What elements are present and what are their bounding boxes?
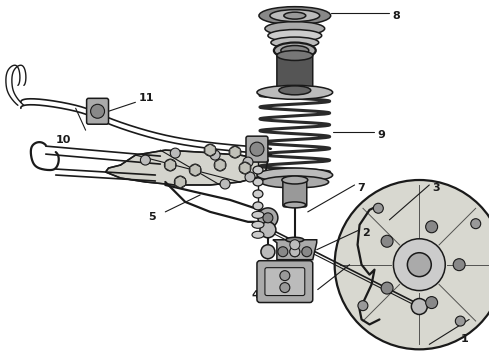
Circle shape — [164, 159, 176, 171]
Ellipse shape — [268, 30, 322, 41]
Circle shape — [260, 222, 276, 238]
Circle shape — [381, 282, 393, 294]
FancyBboxPatch shape — [246, 136, 268, 162]
Text: 7: 7 — [358, 183, 366, 193]
Polygon shape — [273, 240, 317, 260]
Circle shape — [174, 176, 186, 188]
Circle shape — [214, 159, 226, 171]
Circle shape — [453, 259, 465, 271]
Circle shape — [412, 298, 427, 315]
Circle shape — [407, 253, 431, 276]
Text: 2: 2 — [363, 228, 370, 238]
Circle shape — [373, 203, 383, 213]
Ellipse shape — [257, 168, 333, 182]
Ellipse shape — [253, 178, 263, 186]
Circle shape — [243, 157, 253, 167]
Circle shape — [210, 150, 220, 160]
Ellipse shape — [253, 190, 263, 198]
Circle shape — [245, 172, 255, 182]
Ellipse shape — [284, 12, 306, 19]
Text: 4: 4 — [252, 289, 260, 300]
Circle shape — [426, 221, 438, 233]
Circle shape — [280, 271, 290, 280]
Ellipse shape — [252, 211, 264, 219]
Ellipse shape — [252, 231, 264, 238]
FancyBboxPatch shape — [257, 261, 313, 302]
Circle shape — [280, 283, 290, 293]
Circle shape — [258, 208, 278, 228]
Text: 1: 1 — [461, 334, 469, 345]
Circle shape — [471, 219, 481, 229]
Circle shape — [335, 180, 490, 349]
Ellipse shape — [261, 176, 329, 188]
Circle shape — [171, 148, 180, 158]
Circle shape — [261, 245, 275, 259]
Text: 5: 5 — [148, 212, 156, 222]
Text: 3: 3 — [432, 183, 440, 193]
Ellipse shape — [270, 10, 319, 22]
Circle shape — [381, 235, 393, 247]
Circle shape — [229, 146, 241, 158]
Ellipse shape — [277, 50, 313, 60]
Text: 9: 9 — [377, 130, 385, 140]
Circle shape — [263, 213, 273, 223]
Ellipse shape — [274, 42, 316, 58]
Circle shape — [302, 247, 312, 257]
Ellipse shape — [252, 221, 264, 228]
Circle shape — [290, 240, 300, 250]
Ellipse shape — [253, 166, 263, 174]
Circle shape — [393, 239, 445, 291]
Circle shape — [239, 162, 251, 174]
Circle shape — [426, 297, 438, 309]
Ellipse shape — [284, 202, 306, 208]
Circle shape — [91, 104, 104, 118]
Circle shape — [290, 247, 300, 257]
Ellipse shape — [265, 22, 325, 36]
Circle shape — [250, 142, 264, 156]
Ellipse shape — [286, 237, 304, 242]
Ellipse shape — [281, 45, 309, 55]
Circle shape — [141, 155, 150, 165]
FancyBboxPatch shape — [283, 178, 307, 207]
Text: 8: 8 — [392, 11, 400, 21]
Ellipse shape — [253, 202, 263, 210]
Circle shape — [189, 164, 201, 176]
Ellipse shape — [271, 37, 318, 48]
Text: 11: 11 — [138, 93, 154, 103]
Ellipse shape — [282, 176, 308, 184]
FancyBboxPatch shape — [87, 98, 108, 124]
Ellipse shape — [257, 85, 333, 99]
Circle shape — [204, 144, 216, 156]
Circle shape — [455, 316, 466, 326]
Text: 10: 10 — [56, 135, 71, 145]
Ellipse shape — [259, 7, 331, 24]
Polygon shape — [105, 150, 268, 185]
FancyBboxPatch shape — [265, 268, 305, 296]
Circle shape — [220, 179, 230, 189]
Text: 6: 6 — [302, 293, 310, 302]
FancyBboxPatch shape — [277, 54, 313, 92]
Circle shape — [278, 247, 288, 257]
Circle shape — [358, 301, 368, 311]
Ellipse shape — [279, 86, 311, 95]
Circle shape — [290, 247, 300, 257]
